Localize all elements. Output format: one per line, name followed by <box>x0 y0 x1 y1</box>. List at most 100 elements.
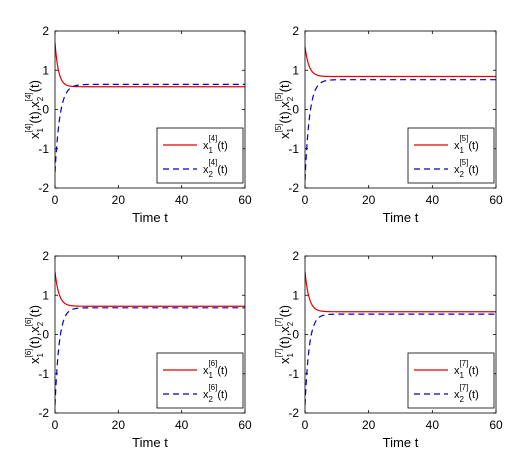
y-tick-label: -1 <box>288 367 299 381</box>
x-tick-label: 0 <box>52 193 59 207</box>
x-axis-label: Time t <box>383 435 419 450</box>
y-tick-label: 0 <box>292 103 299 117</box>
y-tick-label: -1 <box>38 367 49 381</box>
label-superscript: [4] <box>208 134 217 143</box>
x-tick-label: 0 <box>302 418 309 432</box>
legend-entry-1: x1 [4](t) <box>203 134 228 155</box>
label-subscript: 1 <box>209 371 214 380</box>
label-superscript: [4] <box>208 158 217 167</box>
label-text: (t) <box>217 389 227 401</box>
x-tick-label: 20 <box>362 418 376 432</box>
legend: x1[7](t)x2[7](t) <box>407 352 495 409</box>
legend-entry-1: x1 [5](t) <box>454 134 479 155</box>
legend-entry-1: x1 [6](t) <box>203 359 228 380</box>
series-line-2 <box>55 307 245 406</box>
label-text: (t) <box>277 80 292 92</box>
label-text: (t) <box>217 140 227 152</box>
label-subscript: 1 <box>286 127 295 132</box>
y-tick-label: 0 <box>42 103 49 117</box>
legend-box <box>407 127 495 184</box>
label-superscript: [5] <box>274 92 283 101</box>
y-tick-label: -2 <box>288 181 299 195</box>
legend-entry-2: x2 [7](t) <box>454 383 479 404</box>
label-superscript: [7] <box>459 359 468 368</box>
x-tick-label: 20 <box>112 418 126 432</box>
y-tick-label: 1 <box>292 63 299 77</box>
label-text: (t) <box>468 164 478 176</box>
y-axis-label: x1[4](t),x2[4](t) <box>24 80 45 139</box>
x-tick-label: 40 <box>426 193 440 207</box>
x-tick-label: 0 <box>302 193 309 207</box>
x-axis-label: Time t <box>383 210 419 225</box>
label-superscript: [4] <box>24 124 33 133</box>
y-tick-label: 1 <box>42 63 49 77</box>
y-axis-label: x1[7](t),x2[7](t) <box>274 305 295 364</box>
x-tick-label: 40 <box>175 418 189 432</box>
series-line-2 <box>55 83 245 173</box>
label-text: x <box>454 389 460 401</box>
series-line-2 <box>305 313 496 406</box>
x-tick-label: 20 <box>362 193 376 207</box>
label-text: x <box>454 365 460 377</box>
series-line-1 <box>305 46 496 78</box>
label-subscript: 2 <box>286 96 295 101</box>
label-text: (t) <box>217 164 227 176</box>
x-tick-label: 60 <box>489 418 503 432</box>
y-axis-label: x1[6](t),x2[6](t) <box>24 305 45 364</box>
label-superscript: [6] <box>208 359 217 368</box>
series-line-2 <box>305 79 496 181</box>
legend: x1[5](t) x2[5](t) <box>407 127 495 184</box>
label-text: (t) <box>27 305 42 317</box>
y-tick-label: -2 <box>38 406 49 420</box>
legend-entry-2: x2 [6](t) <box>203 383 228 404</box>
y-tick-label: 2 <box>292 24 299 38</box>
label-text: (t),x <box>27 326 42 349</box>
label-superscript: [5] <box>274 124 283 133</box>
label-subscript: 2 <box>286 321 295 326</box>
y-tick-label: -1 <box>288 142 299 156</box>
label-subscript: 2 <box>36 321 45 326</box>
legend-entry-2: x2 [4](t) <box>203 158 228 179</box>
label-superscript: [6] <box>208 383 217 392</box>
x-tick-label: 40 <box>175 193 189 207</box>
label-text: x <box>203 164 209 176</box>
label-text: x <box>203 140 209 152</box>
label-subscript: 2 <box>36 96 45 101</box>
label-superscript: [4] <box>24 92 33 101</box>
legend-box <box>156 127 244 184</box>
y-axis-label: x1[5](t),x2[5](t) <box>274 80 295 139</box>
label-subscript: 1 <box>286 352 295 357</box>
label-superscript: [6] <box>24 317 33 326</box>
label-subscript: 2 <box>209 395 214 404</box>
x-axis-label: Time t <box>132 210 168 225</box>
y-tick-label: -2 <box>38 181 49 195</box>
y-tick-label: 2 <box>42 249 49 263</box>
label-superscript: [7] <box>274 349 283 358</box>
label-subscript: 2 <box>460 395 465 404</box>
x-tick-label: 60 <box>489 193 503 207</box>
legend: x1[6](t)x2[6](t) <box>156 352 244 409</box>
y-tick-label: 0 <box>292 328 299 342</box>
label-text: x <box>277 132 292 139</box>
legend-entry-1: x1 [7](t) <box>454 359 479 380</box>
label-superscript: [7] <box>274 317 283 326</box>
label-superscript: [6] <box>24 349 33 358</box>
label-superscript: [5] <box>459 158 468 167</box>
label-superscript: [5] <box>459 134 468 143</box>
label-text: (t),x <box>27 101 42 124</box>
y-tick-label: -1 <box>38 142 49 156</box>
x-axis-label: Time t <box>132 435 168 450</box>
y-tick-label: 1 <box>42 288 49 302</box>
label-text: (t) <box>468 389 478 401</box>
series-line-1 <box>55 42 245 88</box>
legend-box <box>156 352 244 409</box>
label-text: (t) <box>217 365 227 377</box>
label-subscript: 1 <box>36 127 45 132</box>
y-tick-label: 2 <box>292 249 299 263</box>
legend-entry-2: x2 [5](t) <box>454 158 479 179</box>
label-text: x <box>277 357 292 364</box>
